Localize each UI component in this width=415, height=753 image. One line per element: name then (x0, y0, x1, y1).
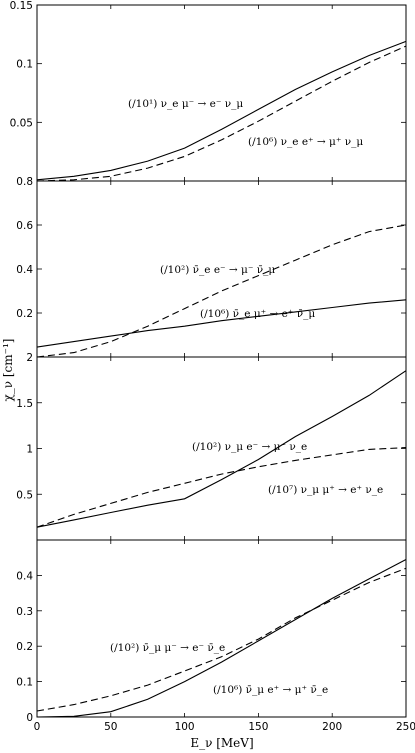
series-annotation: (/10²) ν̄_e e⁻ → μ⁻ ν̄_μ (160, 264, 275, 276)
y-tick-label: 0.1 (16, 59, 33, 71)
x-tick-label: 0 (34, 721, 41, 733)
y-tick-label: 0 (26, 712, 33, 724)
panel-1: 0.15 0.1 0.05 (/10¹) ν_e μ⁻ → e⁻ ν_μ (/10⁶) … (10, 0, 407, 182)
y-tick-label: 0.2 (16, 308, 33, 320)
y-tick-label: 0.5 (16, 489, 33, 501)
y-axis-title: χ_ν [cm⁻¹] (1, 339, 15, 402)
series-annotation: (/10²) ν̄_μ μ⁻ → e⁻ ν̄_e (110, 642, 225, 654)
x-tick-label: 250 (396, 721, 415, 733)
y-tick-label: 1 (26, 444, 33, 456)
y-tick-label: 0.3 (16, 606, 33, 618)
series-annotation: (/10⁷) ν_μ μ⁺ → e⁺ ν_e (268, 484, 383, 496)
y-tick-label: 0.4 (16, 264, 33, 276)
x-tick-label: 50 (104, 721, 117, 733)
series-line-2 (36, 447, 407, 528)
series-line-1 (36, 40, 407, 181)
x-tick-label: 200 (322, 721, 342, 733)
series-annotation: (/10⁶) ν̄_e μ⁺ → e⁺ ν̄_μ (200, 308, 315, 320)
panel-frame (36, 539, 407, 718)
series-annotation: (/10⁶) ν_e e⁺ → μ⁺ ν_μ (248, 136, 363, 148)
panel-4: 0.4 0.3 0.2 0.1 00 50 100 150 200 250 (/10²) ν̄_μ … (16, 539, 415, 733)
series-line-1 (36, 224, 407, 358)
y-tick-label: 1.5 (16, 398, 33, 410)
y-tick-label: 0.6 (16, 220, 33, 232)
y-tick-label: 0.4 (16, 570, 33, 582)
y-tick-label: 0.8 (16, 176, 33, 188)
series-annotation: (/10⁶) ν̄_μ e⁺ → μ⁺ ν̄_e (213, 684, 328, 696)
x-tick-label: 150 (248, 721, 268, 733)
x-axis-title: E_ν [MeV] (190, 736, 253, 750)
y-tick-label: 0.1 (16, 677, 33, 689)
y-tick-label: 2 (26, 352, 33, 364)
y-tick-label: 0.15 (10, 0, 33, 12)
series-line-2 (36, 45, 407, 182)
series-annotation: (/10¹) ν_e μ⁻ → e⁻ ν_μ (128, 98, 243, 110)
x-tick-label: 100 (175, 721, 195, 733)
series-line-1 (36, 567, 407, 712)
series-annotation: (/10²) ν_μ e⁻ → μ⁻ ν_e (192, 441, 307, 453)
panels: 0.15 0.1 0.05 (/10¹) ν_e μ⁻ → e⁻ ν_μ (/10⁶) … (10, 0, 415, 733)
series-line-2 (36, 559, 407, 718)
series-line-2 (36, 299, 407, 348)
y-tick-label: 0.2 (16, 641, 33, 653)
series-line-1 (36, 370, 407, 528)
y-tick-label: 0.05 (10, 117, 33, 129)
